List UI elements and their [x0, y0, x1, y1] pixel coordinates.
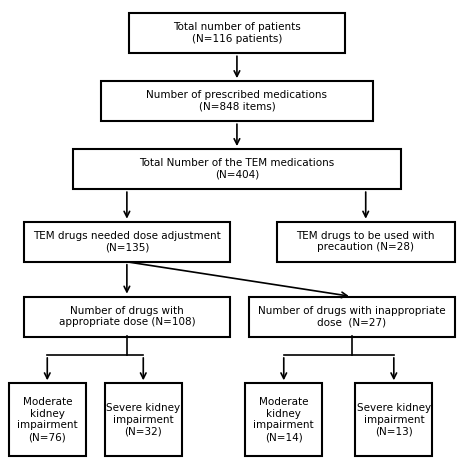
FancyBboxPatch shape [105, 383, 182, 456]
FancyBboxPatch shape [24, 222, 230, 262]
Text: Moderate
kidney
impairment
(N=76): Moderate kidney impairment (N=76) [17, 397, 78, 442]
Text: Severe kidney
impairment
(N=32): Severe kidney impairment (N=32) [106, 403, 180, 436]
FancyBboxPatch shape [245, 383, 322, 456]
FancyBboxPatch shape [249, 297, 455, 337]
FancyBboxPatch shape [73, 149, 401, 189]
Text: Moderate
kidney
impairment
(N=14): Moderate kidney impairment (N=14) [254, 397, 314, 442]
Text: Number of prescribed medications
(N=848 items): Number of prescribed medications (N=848 … [146, 91, 328, 112]
Text: Number of drugs with
appropriate dose (N=108): Number of drugs with appropriate dose (N… [59, 306, 195, 328]
Text: TEM drugs to be used with
precaution (N=28): TEM drugs to be used with precaution (N=… [296, 231, 435, 253]
FancyBboxPatch shape [9, 383, 86, 456]
FancyBboxPatch shape [24, 297, 230, 337]
FancyBboxPatch shape [355, 383, 432, 456]
Text: Total number of patients
(N=116 patients): Total number of patients (N=116 patients… [173, 22, 301, 44]
Text: Severe kidney
impairment
(N=13): Severe kidney impairment (N=13) [357, 403, 431, 436]
Text: Number of drugs with inappropriate
dose  (N=27): Number of drugs with inappropriate dose … [258, 306, 446, 328]
FancyBboxPatch shape [277, 222, 455, 262]
Text: TEM drugs needed dose adjustment
(N=135): TEM drugs needed dose adjustment (N=135) [33, 231, 221, 253]
Text: Total Number of the TEM medications
(N=404): Total Number of the TEM medications (N=4… [139, 158, 335, 180]
FancyBboxPatch shape [129, 13, 345, 53]
FancyBboxPatch shape [101, 81, 373, 121]
